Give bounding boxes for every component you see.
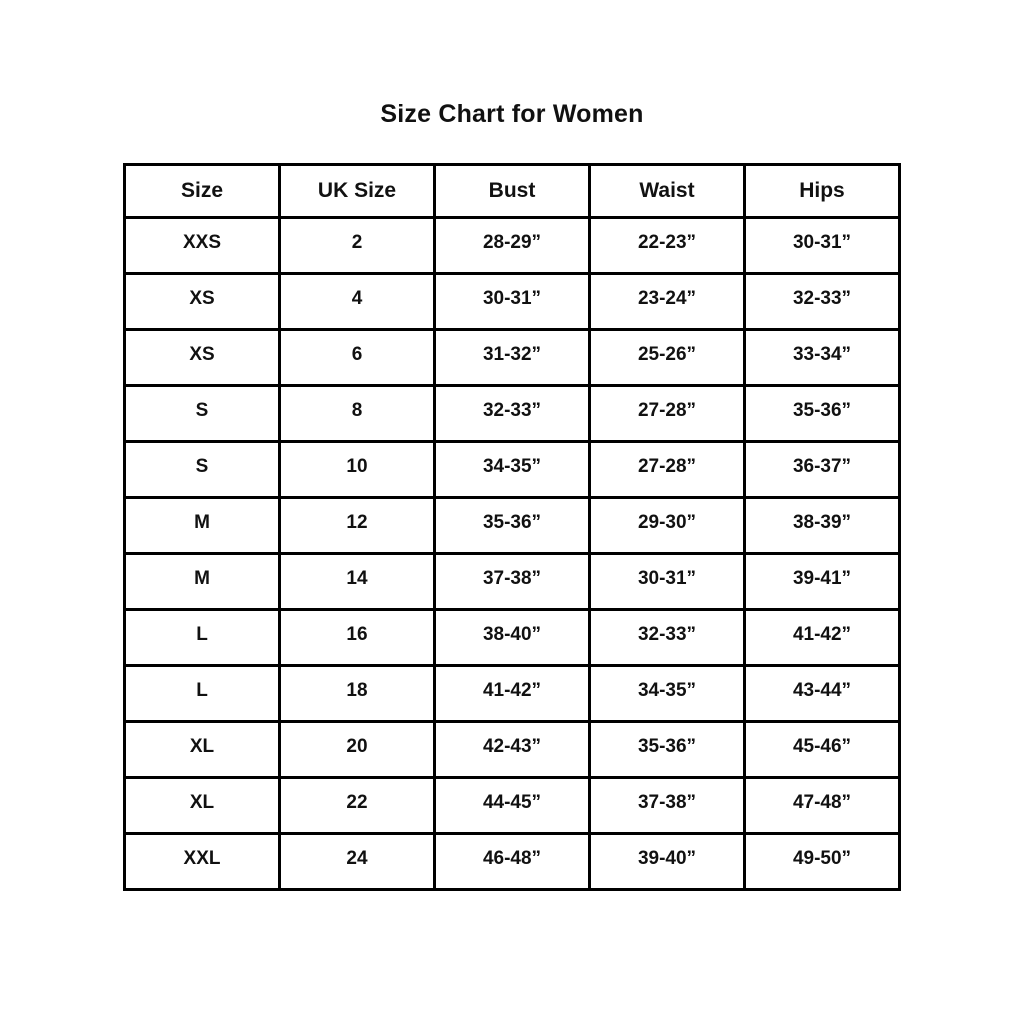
table-cell: XS bbox=[123, 272, 281, 331]
table-cell: 42-43” bbox=[433, 720, 591, 779]
table-cell: 25-26” bbox=[588, 328, 746, 387]
table-cell: 18 bbox=[278, 664, 436, 723]
table-row: XS 4 30-31” 23-24” 32-33” bbox=[123, 272, 901, 331]
column-header-hips: Hips bbox=[743, 163, 901, 219]
table-cell: 30-31” bbox=[588, 552, 746, 611]
table-cell: 32-33” bbox=[743, 272, 901, 331]
table-cell: 14 bbox=[278, 552, 436, 611]
table-cell: 16 bbox=[278, 608, 436, 667]
table-cell: S bbox=[123, 384, 281, 443]
table-cell: 36-37” bbox=[743, 440, 901, 499]
table-cell: 41-42” bbox=[433, 664, 591, 723]
table-cell: 32-33” bbox=[433, 384, 591, 443]
table-row: XL 22 44-45” 37-38” 47-48” bbox=[123, 776, 901, 835]
table-cell: 22-23” bbox=[588, 216, 746, 275]
table-cell: 30-31” bbox=[433, 272, 591, 331]
table-row: M 14 37-38” 30-31” 39-41” bbox=[123, 552, 901, 611]
page-title: Size Chart for Women bbox=[380, 100, 644, 128]
table-cell: 39-41” bbox=[743, 552, 901, 611]
table-cell: 23-24” bbox=[588, 272, 746, 331]
table-cell: XL bbox=[123, 776, 281, 835]
table-cell: 10 bbox=[278, 440, 436, 499]
column-header-bust: Bust bbox=[433, 163, 591, 219]
column-header-waist: Waist bbox=[588, 163, 746, 219]
table-row: XXS 2 28-29” 22-23” 30-31” bbox=[123, 216, 901, 275]
table-cell: S bbox=[123, 440, 281, 499]
table-header-row: Size UK Size Bust Waist Hips bbox=[123, 163, 901, 219]
table-cell: 34-35” bbox=[433, 440, 591, 499]
table-cell: L bbox=[123, 608, 281, 667]
table-cell: 31-32” bbox=[433, 328, 591, 387]
table-body: XXS 2 28-29” 22-23” 30-31” XS 4 30-31” 23-24” 32-… bbox=[123, 216, 901, 891]
table-row: L 16 38-40” 32-33” 41-42” bbox=[123, 608, 901, 667]
table-cell: 34-35” bbox=[588, 664, 746, 723]
table-row: M 12 35-36” 29-30” 38-39” bbox=[123, 496, 901, 555]
table-cell: 20 bbox=[278, 720, 436, 779]
table-cell: 6 bbox=[278, 328, 436, 387]
table-cell: XL bbox=[123, 720, 281, 779]
table-cell: 39-40” bbox=[588, 832, 746, 891]
table-cell: 4 bbox=[278, 272, 436, 331]
table-cell: 37-38” bbox=[588, 776, 746, 835]
table-cell: 35-36” bbox=[588, 720, 746, 779]
table-cell: M bbox=[123, 496, 281, 555]
column-header-size: Size bbox=[123, 163, 281, 219]
table-row: L 18 41-42” 34-35” 43-44” bbox=[123, 664, 901, 723]
table-cell: 29-30” bbox=[588, 496, 746, 555]
table-row: XXL 24 46-48” 39-40” 49-50” bbox=[123, 832, 901, 891]
table-cell: 45-46” bbox=[743, 720, 901, 779]
table-cell: XXL bbox=[123, 832, 281, 891]
table-row: S 8 32-33” 27-28” 35-36” bbox=[123, 384, 901, 443]
table-cell: 38-40” bbox=[433, 608, 591, 667]
table-cell: 37-38” bbox=[433, 552, 591, 611]
table-cell: 27-28” bbox=[588, 384, 746, 443]
table-cell: XS bbox=[123, 328, 281, 387]
table-cell: 46-48” bbox=[433, 832, 591, 891]
table-row: XL 20 42-43” 35-36” 45-46” bbox=[123, 720, 901, 779]
table-cell: 35-36” bbox=[743, 384, 901, 443]
table-cell: 38-39” bbox=[743, 496, 901, 555]
size-chart-table: Size UK Size Bust Waist Hips XXS 2 28-29” 2… bbox=[123, 163, 901, 891]
column-header-uk-size: UK Size bbox=[278, 163, 436, 219]
table-cell: 49-50” bbox=[743, 832, 901, 891]
table-cell: L bbox=[123, 664, 281, 723]
table-cell: 35-36” bbox=[433, 496, 591, 555]
table-cell: M bbox=[123, 552, 281, 611]
table-cell: 8 bbox=[278, 384, 436, 443]
table-cell: 12 bbox=[278, 496, 436, 555]
table-row: S 10 34-35” 27-28” 36-37” bbox=[123, 440, 901, 499]
table-cell: 32-33” bbox=[588, 608, 746, 667]
table-cell: 24 bbox=[278, 832, 436, 891]
table-cell: 44-45” bbox=[433, 776, 591, 835]
table-cell: 22 bbox=[278, 776, 436, 835]
table-cell: 43-44” bbox=[743, 664, 901, 723]
table-cell: 2 bbox=[278, 216, 436, 275]
table-row: XS 6 31-32” 25-26” 33-34” bbox=[123, 328, 901, 387]
table-cell: 47-48” bbox=[743, 776, 901, 835]
table-cell: 33-34” bbox=[743, 328, 901, 387]
table-cell: 41-42” bbox=[743, 608, 901, 667]
table-cell: 27-28” bbox=[588, 440, 746, 499]
table-cell: XXS bbox=[123, 216, 281, 275]
table-cell: 30-31” bbox=[743, 216, 901, 275]
table-cell: 28-29” bbox=[433, 216, 591, 275]
